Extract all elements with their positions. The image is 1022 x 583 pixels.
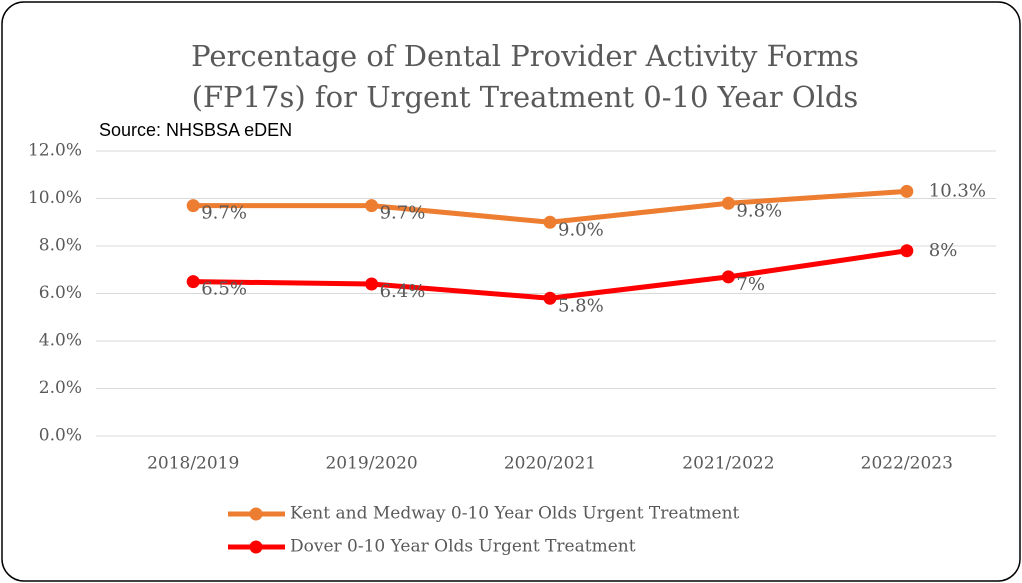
data-point bbox=[365, 199, 379, 213]
data-label: 8% bbox=[929, 240, 958, 261]
y-tick-label: 2.0% bbox=[39, 378, 82, 398]
data-label: 9.7% bbox=[201, 203, 247, 224]
chart-title: Percentage of Dental Provider Activity F… bbox=[191, 39, 859, 73]
data-label: 6.5% bbox=[201, 279, 247, 300]
legend-label: Kent and Medway 0-10 Year Olds Urgent Tr… bbox=[290, 504, 740, 524]
x-tick-label: 2018/2019 bbox=[147, 454, 239, 474]
data-point bbox=[186, 275, 200, 289]
chart-subtitle: Source: NHSBSA eDEN bbox=[99, 120, 292, 140]
data-point bbox=[543, 215, 557, 229]
data-point bbox=[365, 277, 379, 291]
x-tick-label: 2022/2023 bbox=[861, 454, 953, 474]
data-label: 9.0% bbox=[558, 219, 604, 240]
data-point bbox=[543, 291, 557, 305]
y-tick-label: 0.0% bbox=[39, 426, 82, 446]
y-tick-label: 6.0% bbox=[39, 283, 82, 303]
x-tick-label: 2020/2021 bbox=[504, 454, 596, 474]
chart-title: (FP17s) for Urgent Treatment 0-10 Year O… bbox=[192, 80, 859, 114]
data-point bbox=[186, 199, 200, 213]
legend-label: Dover 0-10 Year Olds Urgent Treatment bbox=[290, 537, 636, 557]
x-tick-label: 2021/2022 bbox=[682, 454, 774, 474]
legend-marker bbox=[249, 507, 263, 521]
data-label: 9.7% bbox=[380, 203, 426, 224]
y-tick-label: 12.0% bbox=[28, 141, 82, 161]
data-point bbox=[721, 270, 735, 284]
y-tick-label: 4.0% bbox=[39, 331, 82, 351]
data-label: 7% bbox=[736, 274, 765, 295]
data-point bbox=[900, 244, 914, 258]
data-label: 10.3% bbox=[929, 180, 986, 201]
data-label: 9.8% bbox=[736, 200, 782, 221]
legend-marker bbox=[249, 540, 263, 554]
x-tick-label: 2019/2020 bbox=[325, 454, 417, 474]
data-label: 6.4% bbox=[380, 281, 426, 302]
data-point bbox=[900, 184, 914, 198]
y-tick-label: 8.0% bbox=[39, 236, 82, 256]
data-label: 5.8% bbox=[558, 295, 604, 316]
y-tick-label: 10.0% bbox=[28, 188, 82, 208]
data-point bbox=[721, 196, 735, 210]
